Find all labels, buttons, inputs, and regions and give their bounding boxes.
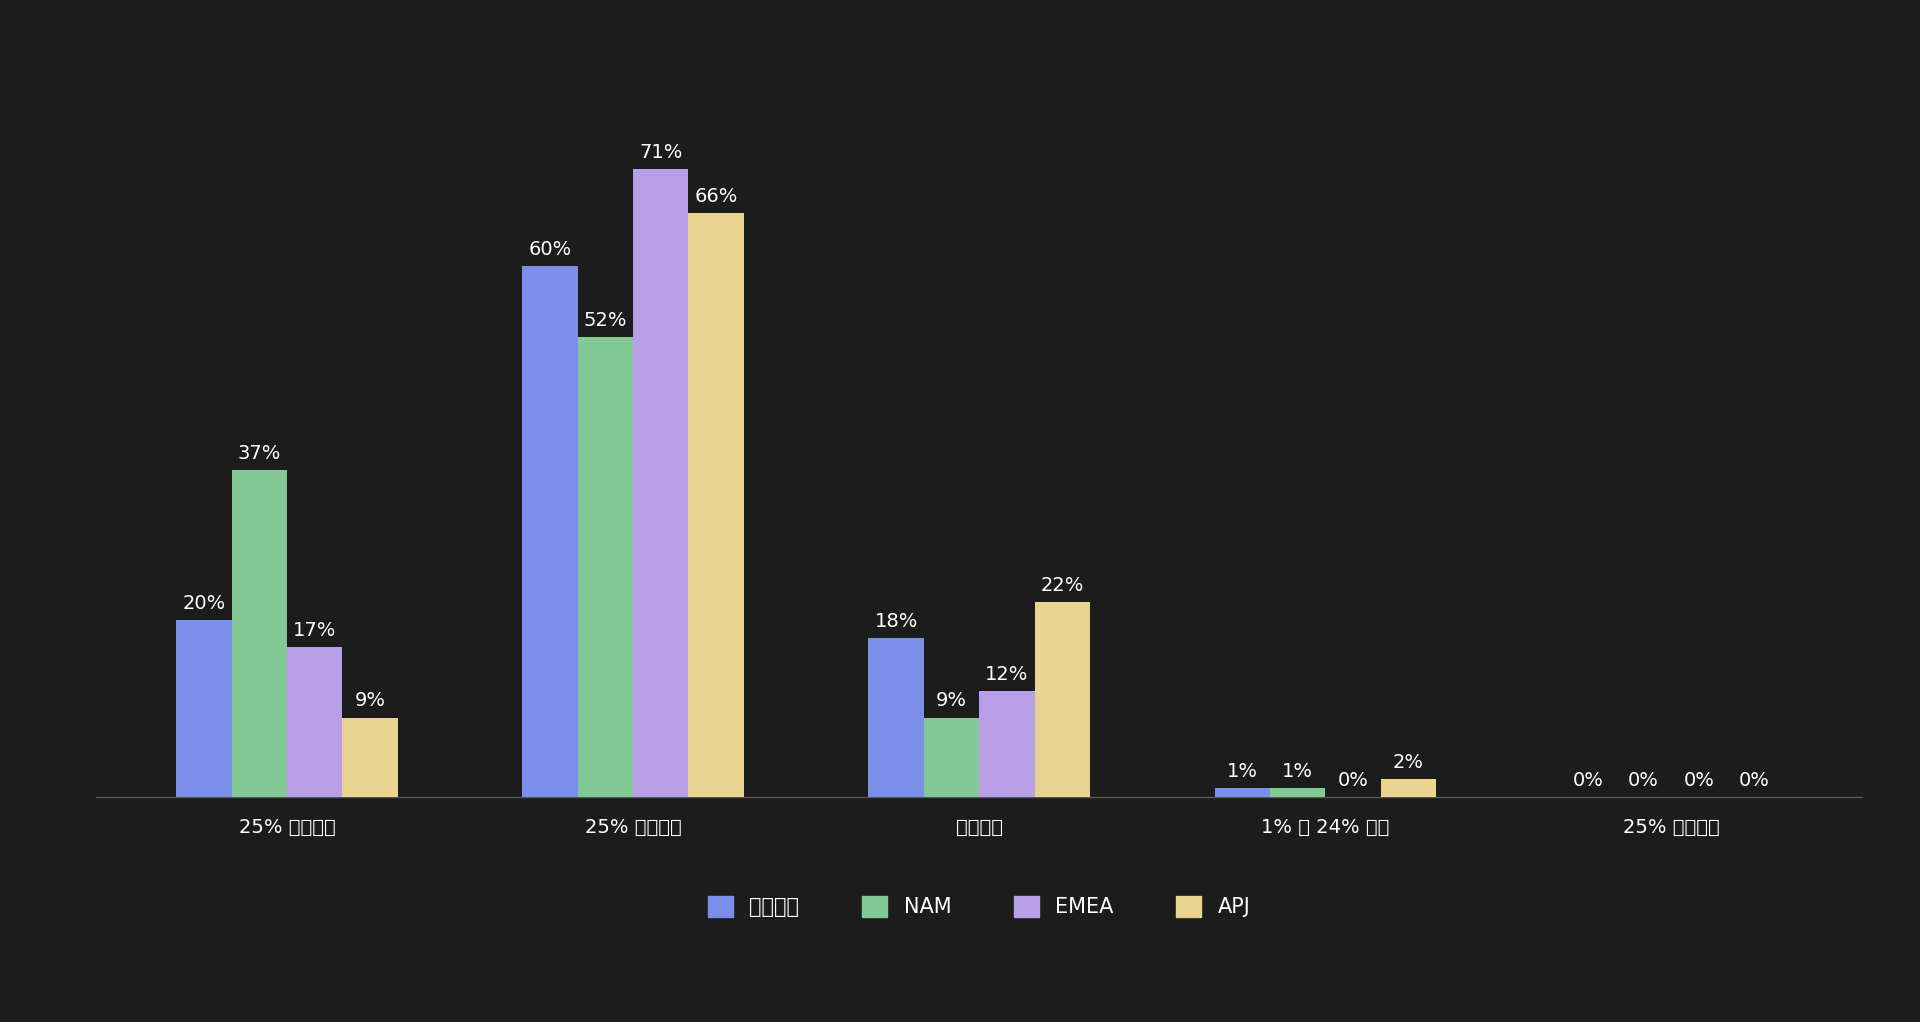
Text: 12%: 12% <box>985 665 1029 684</box>
Text: 0%: 0% <box>1740 771 1770 790</box>
Text: 2%: 2% <box>1392 753 1425 773</box>
Bar <box>578 337 634 797</box>
Bar <box>177 620 232 797</box>
Bar <box>1269 788 1325 797</box>
Bar <box>232 470 286 797</box>
Bar <box>634 169 689 797</box>
Bar <box>689 214 743 797</box>
Bar <box>1035 603 1091 797</box>
Bar <box>522 266 578 797</box>
Text: 66%: 66% <box>695 187 737 206</box>
Text: 9%: 9% <box>937 692 968 710</box>
Text: 18%: 18% <box>874 612 918 631</box>
Text: 0%: 0% <box>1684 771 1715 790</box>
Bar <box>286 647 342 797</box>
Text: 60%: 60% <box>528 240 572 260</box>
Bar <box>1380 780 1436 797</box>
Text: 1%: 1% <box>1227 762 1258 781</box>
Text: 37%: 37% <box>238 444 280 463</box>
Bar <box>868 638 924 797</box>
Text: 71%: 71% <box>639 143 682 161</box>
Bar <box>924 717 979 797</box>
Text: 20%: 20% <box>182 594 227 613</box>
Text: 0%: 0% <box>1572 771 1603 790</box>
Text: 22%: 22% <box>1041 576 1085 596</box>
Text: 17%: 17% <box>294 620 336 640</box>
Bar <box>1215 788 1269 797</box>
Text: 1%: 1% <box>1283 762 1313 781</box>
Text: 0%: 0% <box>1628 771 1659 790</box>
Text: 52%: 52% <box>584 311 628 330</box>
Text: 0%: 0% <box>1338 771 1369 790</box>
Bar <box>979 691 1035 797</box>
Text: 9%: 9% <box>355 692 386 710</box>
Bar <box>342 717 397 797</box>
Legend: 世界全体, NAM, EMEA, APJ: 世界全体, NAM, EMEA, APJ <box>708 895 1250 918</box>
